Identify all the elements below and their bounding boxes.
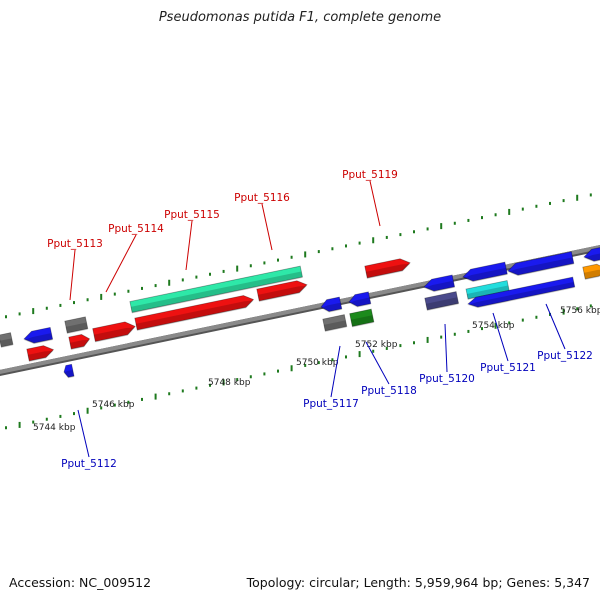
gene-arrow xyxy=(0,332,14,348)
gene-arrow-shade xyxy=(65,322,88,334)
gene-label-forward: Pput_5113 xyxy=(47,238,103,250)
scale-label: 5756 kbp xyxy=(560,306,600,316)
gene-arrow-shade xyxy=(584,250,600,263)
leader-line xyxy=(330,345,341,398)
scale-label: 5744 kbp xyxy=(33,423,76,433)
gene-arrow xyxy=(322,314,348,332)
gene-arrow-shade xyxy=(425,297,459,311)
gene-arrow-shade xyxy=(69,339,90,350)
scale-label: 5750 kbp xyxy=(296,358,339,368)
gene-label-forward: Pput_5114 xyxy=(108,223,164,235)
gene-arrow xyxy=(256,280,308,302)
gene-arrow-shade xyxy=(257,285,307,302)
leader-line xyxy=(69,249,76,301)
leader-line xyxy=(444,323,448,373)
gene-arrow xyxy=(423,274,456,292)
forward-tick-track xyxy=(5,193,592,319)
gene-arrow-shade xyxy=(463,267,508,283)
accession-text: Accession: NC_009512 xyxy=(9,575,152,590)
leader-line xyxy=(261,203,273,251)
gene-label-reverse: Pput_5122 xyxy=(537,350,593,362)
gene-arrow-shade xyxy=(24,333,53,345)
gene-arrow xyxy=(507,251,575,276)
gene-arrow-shade xyxy=(321,302,342,313)
gene-arrow-shade xyxy=(468,281,575,309)
scale-label: 5748 kbp xyxy=(208,378,251,388)
gene-label-forward: Pput_5115 xyxy=(164,209,220,221)
gene-arrow xyxy=(68,334,91,350)
gene-arrow-shade xyxy=(135,300,254,331)
gene-arrow-shade xyxy=(27,350,54,362)
backbone-line-highlight xyxy=(0,245,600,374)
scale-label: 5746 kbp xyxy=(92,400,135,410)
leader-line xyxy=(492,312,509,362)
gene-arrow xyxy=(23,326,54,344)
gene-arrow-shade xyxy=(93,327,136,343)
gene-arrow-shade xyxy=(508,257,574,277)
gene-arrow xyxy=(92,321,136,342)
gene-arrow-shade xyxy=(365,263,411,279)
reverse-tick-track xyxy=(5,304,592,430)
gene-arrow xyxy=(134,295,255,331)
leader-line xyxy=(185,220,193,271)
gene-label-reverse: Pput_5120 xyxy=(419,373,475,385)
gene-arrow-shade xyxy=(0,338,13,348)
map-title: Pseudomonas putida F1, complete genome xyxy=(158,10,442,25)
gene-arrow-shade xyxy=(130,271,303,314)
scale-label: 5754 kbp xyxy=(472,321,515,331)
gene-arrow xyxy=(320,296,343,312)
gene-label-reverse: Pput_5118 xyxy=(361,385,417,397)
leader-line xyxy=(369,180,381,227)
gene-arrow xyxy=(26,345,55,362)
gene-label-reverse: Pput_5117 xyxy=(303,398,359,410)
gene-label-forward: Pput_5116 xyxy=(234,192,290,204)
leader-line xyxy=(105,234,137,293)
gene-arrow xyxy=(129,265,303,313)
gene-arrow-shade xyxy=(64,369,75,379)
gene-arrow xyxy=(63,363,75,378)
gene-arrow-shade xyxy=(583,269,600,280)
gene-arrow xyxy=(64,316,89,334)
leader-line xyxy=(545,303,566,350)
gene-arrow-shade xyxy=(424,280,455,293)
gene-arrow xyxy=(462,261,508,282)
gene-arrow xyxy=(424,291,460,311)
gene-label-reverse: Pput_5112 xyxy=(61,458,117,470)
gene-arrow xyxy=(583,244,600,262)
gene-arrow xyxy=(467,276,576,308)
gene-arrow xyxy=(349,308,375,327)
gene-label-forward: Pput_5119 xyxy=(342,169,398,181)
gene-arrow-shade xyxy=(323,320,347,332)
genome-summary-text: Topology: circular; Length: 5,959,964 bp… xyxy=(246,575,590,590)
gene-arrow xyxy=(364,258,411,279)
gene-arrow xyxy=(348,291,372,307)
gene-arrow-shade xyxy=(349,297,371,308)
gene-arrow-shade xyxy=(466,285,510,300)
gene-label-reverse: Pput_5121 xyxy=(480,362,536,374)
gene-arrow xyxy=(465,280,510,300)
scale-label: 5752 kbp xyxy=(355,340,398,350)
leader-line xyxy=(77,409,90,458)
gene-arrow-shade xyxy=(350,315,374,328)
leader-line xyxy=(365,341,390,385)
